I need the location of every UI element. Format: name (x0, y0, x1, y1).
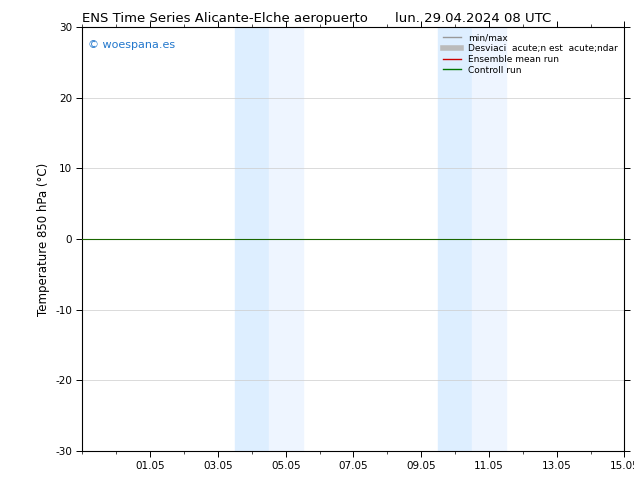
Text: © woespana.es: © woespana.es (88, 40, 175, 49)
Bar (235, 27, 269, 451)
Text: ENS Time Series Alicante-Elche aeropuerto: ENS Time Series Alicante-Elche aeropuert… (82, 12, 368, 25)
Text: lun. 29.04.2024 08 UTC: lun. 29.04.2024 08 UTC (396, 12, 552, 25)
Bar (269, 27, 302, 451)
Y-axis label: Temperature 850 hPa (°C): Temperature 850 hPa (°C) (37, 162, 49, 316)
Bar (472, 27, 506, 451)
Bar (438, 27, 472, 451)
Legend: min/max, Desviaci  acute;n est  acute;ndar, Ensemble mean run, Controll run: min/max, Desviaci acute;n est acute;ndar… (441, 31, 620, 76)
